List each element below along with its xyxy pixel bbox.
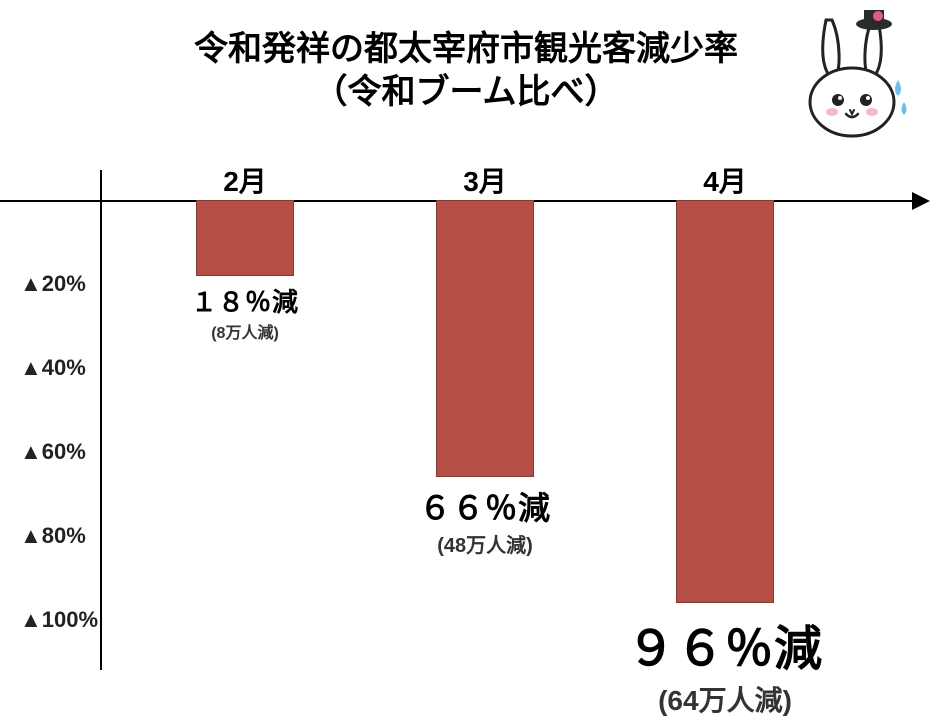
value-main: ９６％減 — [575, 609, 875, 679]
category-label: 4月 — [703, 160, 747, 200]
value-sub: (8万人減) — [95, 319, 395, 343]
y-tick-label: ▲100% — [0, 607, 90, 633]
value-main: １８％減 — [95, 282, 395, 319]
category-label: 3月 — [463, 160, 507, 200]
value-label: ９６％減(64万人減) — [575, 609, 875, 719]
y-tick-label: ▲20% — [0, 271, 90, 297]
value-label: １８％減(8万人減) — [95, 282, 395, 343]
value-label: ６６％減(48万人減) — [335, 483, 635, 558]
rabbit-mascot-icon — [792, 10, 912, 140]
category-label: 2月 — [223, 160, 267, 200]
bar — [436, 200, 534, 477]
y-tick-label: ▲60% — [0, 439, 90, 465]
x-axis-arrow-icon — [912, 192, 930, 210]
chart-area: ▲20%▲40%▲60%▲80%▲100% 2月3月4月 １８％減(8万人減)６… — [0, 170, 932, 670]
y-axis — [100, 170, 102, 670]
value-sub: (64万人減) — [575, 679, 875, 719]
value-sub: (48万人減) — [335, 529, 635, 558]
y-tick-label: ▲80% — [0, 523, 90, 549]
y-tick-label: ▲40% — [0, 355, 90, 381]
value-main: ６６％減 — [335, 483, 635, 529]
bar — [196, 200, 294, 276]
bar — [676, 200, 774, 603]
